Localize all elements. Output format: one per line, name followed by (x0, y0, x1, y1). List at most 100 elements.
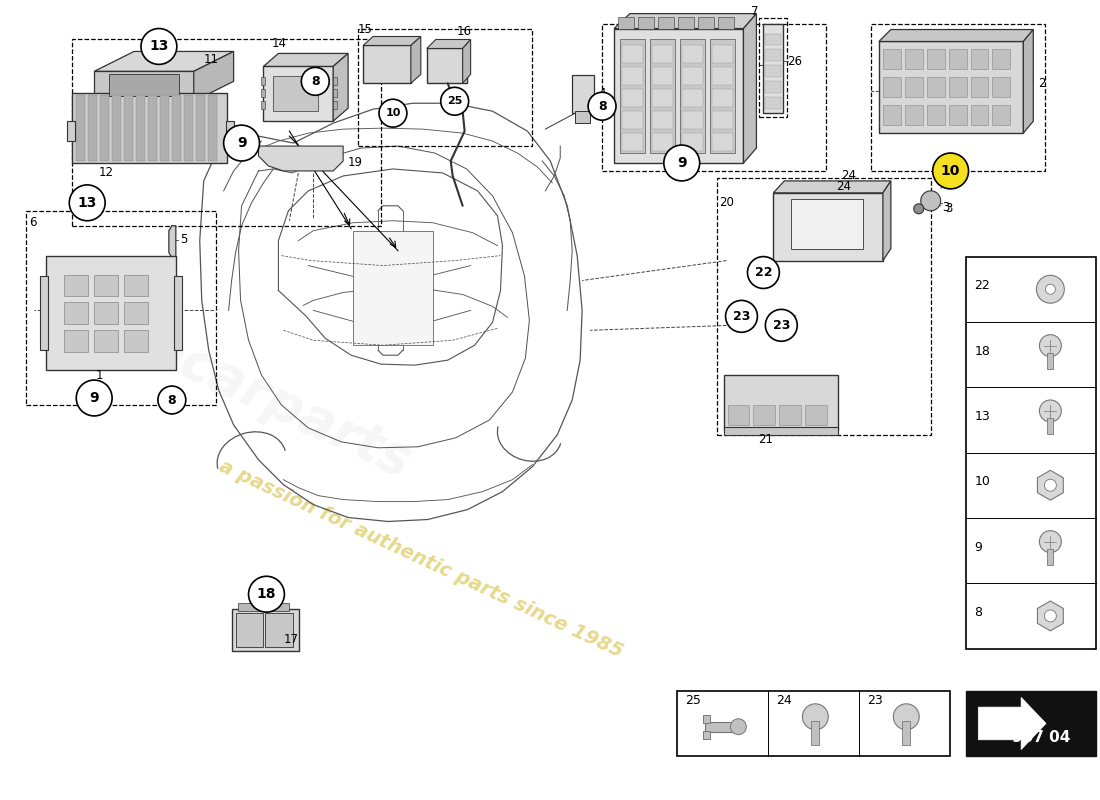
Polygon shape (427, 39, 471, 49)
Text: 15: 15 (359, 23, 373, 36)
Circle shape (249, 576, 285, 612)
Bar (879, 42, 1023, 133)
Bar (759, 18, 788, 117)
Bar (967, 690, 1096, 756)
Bar (766, 98, 781, 110)
Text: 7: 7 (751, 5, 759, 18)
Bar (333, 90, 338, 98)
Bar (712, 46, 733, 63)
Bar (172, 95, 180, 161)
Bar (779, 405, 801, 425)
Bar (184, 95, 192, 161)
Text: 2: 2 (1038, 77, 1046, 90)
Bar (333, 102, 338, 110)
Bar (871, 23, 1045, 171)
Bar (208, 95, 217, 161)
Bar (658, 17, 674, 29)
Bar (724, 375, 838, 430)
Polygon shape (95, 51, 233, 71)
Bar (902, 721, 911, 745)
Text: 3: 3 (943, 202, 950, 214)
Text: 9: 9 (975, 541, 982, 554)
Bar (766, 66, 781, 78)
Bar (67, 121, 75, 141)
Polygon shape (978, 698, 1046, 750)
Bar (1047, 353, 1054, 369)
Text: 8: 8 (975, 606, 982, 619)
Text: 5: 5 (179, 233, 187, 246)
Bar (41, 275, 48, 350)
Bar (1047, 418, 1054, 434)
Bar (682, 111, 703, 129)
Bar (174, 275, 182, 350)
Bar (680, 38, 705, 153)
Bar (73, 94, 227, 163)
Circle shape (933, 153, 968, 189)
Bar (926, 106, 945, 125)
Text: 18: 18 (975, 345, 990, 358)
Bar (766, 82, 781, 94)
Circle shape (1040, 400, 1062, 422)
Circle shape (1045, 284, 1055, 294)
Text: 25: 25 (685, 694, 701, 707)
Bar (264, 66, 333, 121)
Bar (652, 46, 673, 63)
Bar (262, 102, 265, 110)
Text: 6: 6 (30, 216, 37, 230)
Text: 4: 4 (598, 86, 606, 100)
Polygon shape (1037, 470, 1064, 500)
Bar (238, 603, 260, 611)
Bar (64, 330, 88, 352)
Circle shape (1036, 275, 1065, 303)
Bar (883, 106, 901, 125)
Polygon shape (95, 71, 194, 102)
Bar (262, 78, 265, 86)
Bar (926, 78, 945, 98)
Bar (697, 17, 714, 29)
Bar (26, 210, 216, 405)
Text: 12: 12 (99, 166, 114, 179)
Bar (805, 405, 827, 425)
Bar (235, 613, 264, 647)
Polygon shape (333, 54, 348, 121)
Bar (992, 106, 1011, 125)
Bar (970, 78, 989, 98)
Bar (926, 50, 945, 70)
Bar (621, 46, 642, 63)
Text: 8: 8 (311, 75, 320, 88)
Bar (88, 95, 97, 161)
Circle shape (1040, 530, 1062, 553)
Circle shape (893, 704, 920, 730)
Text: 24: 24 (776, 694, 792, 707)
Bar (704, 722, 735, 732)
Bar (621, 67, 642, 86)
Bar (712, 111, 733, 129)
Circle shape (1044, 610, 1056, 622)
Text: 9: 9 (236, 136, 246, 150)
Circle shape (158, 386, 186, 414)
Text: 24: 24 (836, 180, 851, 194)
Bar (883, 78, 901, 98)
Bar (618, 17, 634, 29)
Circle shape (730, 718, 746, 734)
Bar (46, 255, 176, 370)
Bar (812, 721, 820, 745)
Text: 8: 8 (597, 100, 606, 113)
Bar (652, 133, 673, 151)
Bar (883, 50, 901, 70)
Text: 13: 13 (77, 196, 97, 210)
Bar (682, 46, 703, 63)
Bar (232, 609, 299, 651)
Polygon shape (264, 54, 348, 66)
Text: 8: 8 (167, 394, 176, 406)
Bar (652, 67, 673, 86)
Circle shape (748, 257, 779, 289)
Bar (621, 111, 642, 129)
Polygon shape (614, 14, 757, 29)
Circle shape (76, 380, 112, 416)
Bar (712, 90, 733, 107)
Bar (791, 199, 864, 249)
Circle shape (726, 301, 758, 332)
Bar (716, 178, 931, 435)
Bar (73, 38, 381, 226)
